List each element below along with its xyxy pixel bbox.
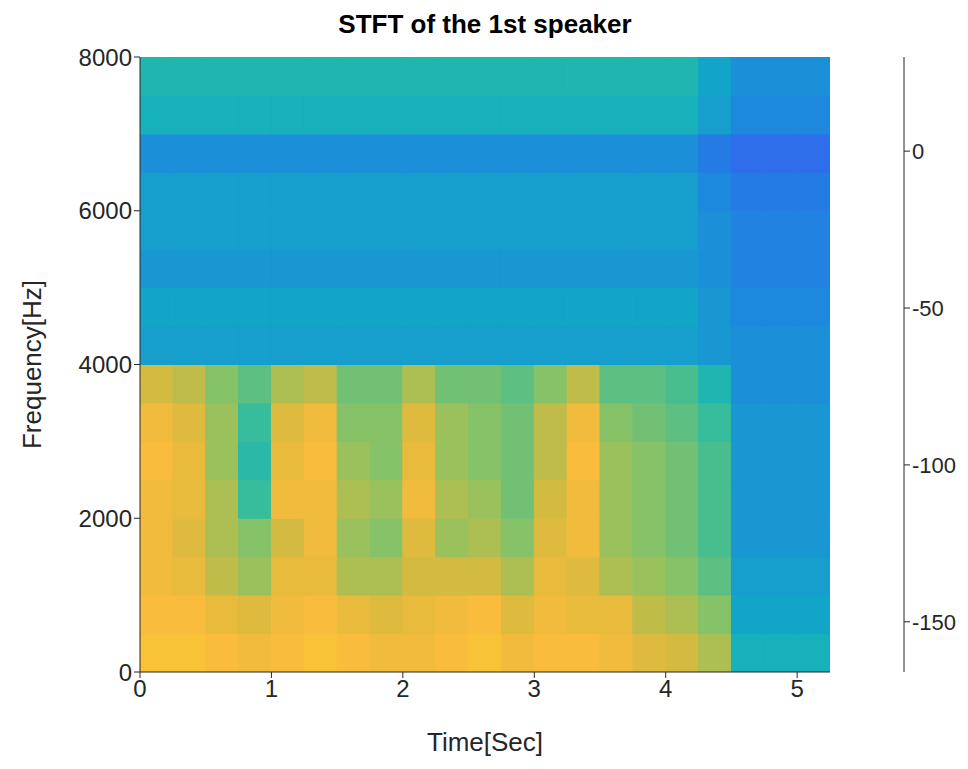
svg-text:5: 5 bbox=[790, 675, 803, 702]
html-text:STFT of the 1st speaker: STFT of the 1st speaker bbox=[338, 9, 632, 39]
svg-text:Frequency[Hz]: Frequency[Hz] bbox=[17, 280, 47, 449]
svg-text:2000: 2000 bbox=[79, 505, 132, 532]
svg-text:6000: 6000 bbox=[79, 197, 132, 224]
svg-text:-50: -50 bbox=[912, 296, 944, 321]
svg-text:4: 4 bbox=[659, 675, 672, 702]
svg-text:3: 3 bbox=[528, 675, 541, 702]
svg-text:Time[Sec]: Time[Sec] bbox=[427, 727, 543, 757]
svg-text:0: 0 bbox=[119, 659, 132, 686]
svg-text:-150: -150 bbox=[912, 610, 956, 635]
svg-text:1: 1 bbox=[265, 675, 278, 702]
svg-text:2: 2 bbox=[396, 675, 409, 702]
svg-text:-100: -100 bbox=[912, 453, 956, 478]
svg-text:4000: 4000 bbox=[79, 351, 132, 378]
svg-text:0: 0 bbox=[133, 675, 146, 702]
svg-text:0: 0 bbox=[912, 139, 924, 164]
svg-text:8000: 8000 bbox=[79, 45, 132, 71]
